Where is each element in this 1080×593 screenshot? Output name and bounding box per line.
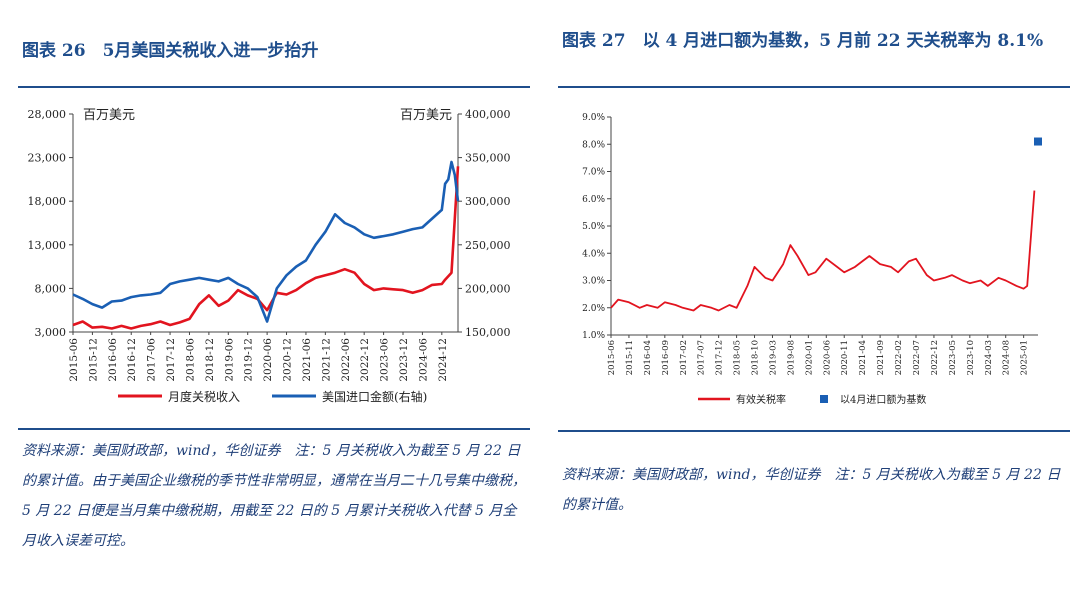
right-y-tick-label: 200,000 <box>465 282 511 295</box>
x-tick-label: 2022-06 <box>340 338 352 382</box>
right-source-note: 资料来源：美国财政部，wind，华创证券 注：5 月关税收入为截至 5 月 22… <box>562 467 1061 513</box>
x-tick-label: 2022-07 <box>912 340 922 375</box>
x-tick-label: 2023-12 <box>398 338 410 382</box>
series-line-effective-tariff-rate <box>610 190 1036 312</box>
x-tick-label: 2017-06 <box>146 338 158 382</box>
y-tick-label: 2.0% <box>582 304 605 314</box>
left-y-tick-label: 8,000 <box>35 282 67 295</box>
left-y-tick-label: 28,000 <box>28 108 67 121</box>
series-point-april-import-base <box>1034 137 1042 146</box>
x-tick-label: 2025-01 <box>1020 340 1030 375</box>
right-y-axis-unit: 百万美元 <box>400 108 452 123</box>
left-y-tick-label: 3,000 <box>35 326 67 339</box>
x-tick-label: 2024-08 <box>1002 340 1012 375</box>
right-title-rule <box>558 86 1070 88</box>
y-tick-label: 3.0% <box>582 277 605 287</box>
x-tick-label: 2023-10 <box>966 340 976 375</box>
x-tick-label: 2021-09 <box>876 340 886 375</box>
x-tick-label: 2016-04 <box>643 340 653 375</box>
x-tick-label: 2022-12 <box>930 340 940 375</box>
x-tick-label: 2020-01 <box>804 340 814 375</box>
x-tick-label: 2021-04 <box>858 340 868 375</box>
x-tick-label: 2015-11 <box>625 340 635 375</box>
y-tick-label: 1.0% <box>582 331 605 341</box>
x-tick-label: 2018-10 <box>751 340 761 375</box>
x-tick-label: 2017-12 <box>715 340 725 375</box>
y-tick-label: 4.0% <box>582 249 605 259</box>
x-tick-label: 2019-12 <box>243 338 255 382</box>
x-tick-label: 2020-11 <box>840 340 850 375</box>
y-tick-label: 9.0% <box>582 113 605 123</box>
x-tick-label: 2020-06 <box>822 340 832 375</box>
right-source-rule <box>558 430 1070 432</box>
right-y-tick-label: 250,000 <box>465 239 511 252</box>
x-tick-label: 2020-06 <box>262 338 274 382</box>
right-chart-title: 图表 27 以 4 月进口额为基数，5 月前 22 天关税率为 8.1% <box>562 31 1044 51</box>
x-tick-label: 2024-06 <box>417 338 429 382</box>
x-tick-label: 2015-12 <box>87 338 99 382</box>
right-y-tick-label: 300,000 <box>465 195 511 208</box>
x-tick-label: 2015-06 <box>68 338 80 382</box>
legend-label: 以4月进口额为基数 <box>840 393 926 406</box>
y-tick-label: 6.0% <box>582 195 605 205</box>
y-tick-label: 5.0% <box>582 222 605 232</box>
x-tick-label: 2022-12 <box>359 338 371 382</box>
x-tick-label: 2015-06 <box>607 340 617 375</box>
left-title-rule <box>18 86 530 88</box>
y-tick-label: 8.0% <box>582 140 605 150</box>
series-line-tariff-revenue <box>72 166 460 330</box>
left-y-tick-label: 18,000 <box>28 195 67 208</box>
x-tick-label: 2017-12 <box>165 338 177 382</box>
x-tick-label: 2016-09 <box>661 340 671 375</box>
x-tick-label: 2021-06 <box>301 338 313 382</box>
left-y-tick-label: 13,000 <box>28 239 67 252</box>
x-tick-label: 2024-03 <box>984 340 994 375</box>
series-line-imports <box>72 160 460 323</box>
left-chart: 3,000 8,000 13,000 18,000 23,000 28,000 150,00… <box>28 108 511 404</box>
x-tick-label: 2023-06 <box>379 338 391 382</box>
x-tick-label: 2019-06 <box>223 338 235 382</box>
legend-label: 有效关税率 <box>736 393 786 406</box>
y-tick-label: 7.0% <box>582 168 605 178</box>
x-tick-label: 2019-08 <box>786 340 796 375</box>
x-tick-label: 2016-06 <box>107 338 119 382</box>
legend-label: 美国进口金额(右轴) <box>322 389 427 404</box>
x-tick-label: 2022-02 <box>894 340 904 375</box>
left-source-note: 资料来源：美国财政部，wind，华创证券 注：5 月关税收入为截至 5 月 22… <box>22 443 526 549</box>
x-tick-label: 2017-07 <box>697 340 707 375</box>
x-tick-label: 2018-12 <box>204 338 216 382</box>
left-source-rule <box>18 428 530 430</box>
legend-label: 月度关税收入 <box>168 389 240 404</box>
x-tick-label: 2023-05 <box>948 340 958 375</box>
x-tick-label: 2018-05 <box>733 340 743 375</box>
right-chart: 1.0% 2.0% 3.0% 4.0% 5.0% 6.0% 7.0% 8.0% 9.0% 2015… <box>582 113 1042 406</box>
x-tick-label: 2020-12 <box>282 338 294 382</box>
x-tick-label: 2021-12 <box>320 338 332 382</box>
x-tick-label: 2019-03 <box>768 340 778 375</box>
left-chart-title: 图表 26 5月美国关税收入进一步抬升 <box>22 41 319 61</box>
x-tick-label: 2024-12 <box>437 338 449 382</box>
x-tick-label: 2018-06 <box>184 338 196 382</box>
x-tick-label: 2016-12 <box>126 338 138 382</box>
left-y-axis-unit: 百万美元 <box>83 108 135 123</box>
right-y-tick-label: 400,000 <box>465 108 511 121</box>
right-y-tick-label: 150,000 <box>465 326 511 339</box>
left-y-tick-label: 23,000 <box>28 152 67 165</box>
x-tick-label: 2017-02 <box>679 340 689 375</box>
legend-swatch <box>820 395 828 403</box>
right-y-tick-label: 350,000 <box>465 152 511 165</box>
